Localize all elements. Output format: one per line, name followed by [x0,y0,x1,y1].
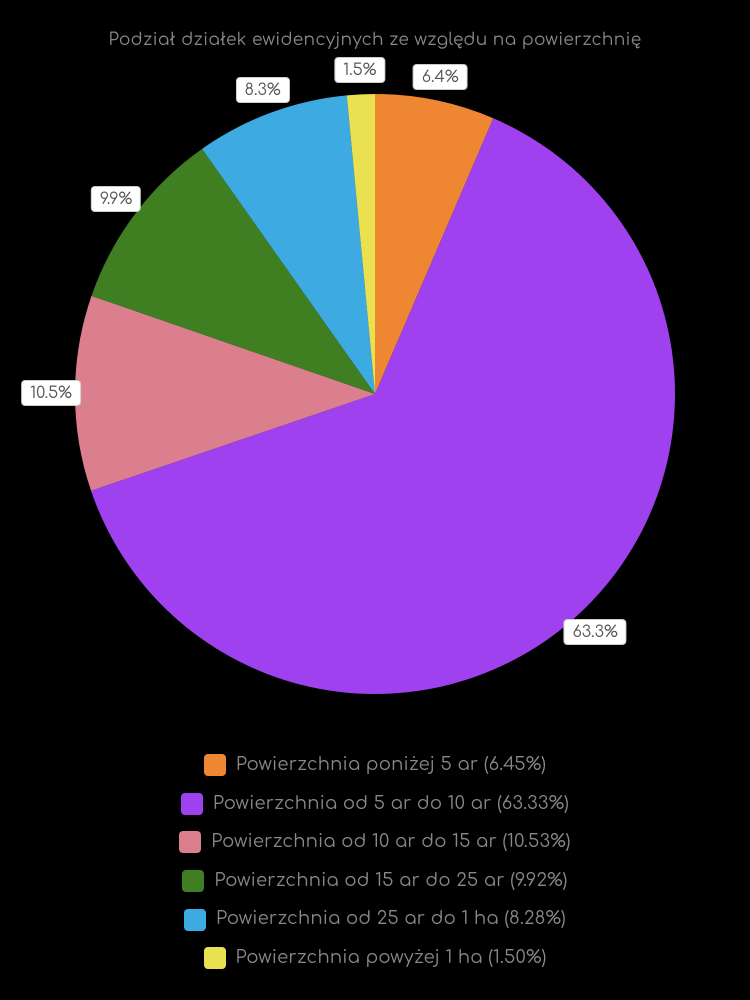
legend-swatch [181,793,203,815]
slice-percent-label: 63.3% [564,619,627,645]
slice-percent-label: 9.9% [91,186,141,212]
legend-item: Powierzchnia od 10 ar do 15 ar (10.53%) [179,826,570,858]
legend-swatch [204,754,226,776]
legend-item: Powierzchnia powyżej 1 ha (1.50%) [204,942,547,974]
legend-label: Powierzchnia powyżej 1 ha (1.50%) [236,942,547,974]
legend-swatch [204,947,226,969]
slice-percent-label: 10.5% [21,380,81,406]
chart-title: Podział działek ewidencyjnych ze względu… [0,0,750,49]
legend-item: Powierzchnia od 5 ar do 10 ar (63.33%) [181,788,569,820]
legend: Powierzchnia poniżej 5 ar (6.45%) Powierz… [0,749,750,980]
pie-chart: 6.4%63.3%10.5%9.9%8.3%1.5% [60,79,690,709]
legend-label: Powierzchnia od 10 ar do 15 ar (10.53%) [211,826,570,858]
slice-percent-label: 6.4% [413,64,468,90]
legend-label: Powierzchnia od 15 ar do 25 ar (9.92%) [214,865,567,897]
legend-item: Powierzchnia od 15 ar do 25 ar (9.92%) [182,865,567,897]
legend-label: Powierzchnia poniżej 5 ar (6.45%) [236,749,546,781]
legend-swatch [179,831,201,853]
legend-swatch [184,909,206,931]
legend-item: Powierzchnia od 25 ar do 1 ha (8.28%) [184,903,566,935]
legend-label: Powierzchnia od 25 ar do 1 ha (8.28%) [216,903,566,935]
legend-item: Powierzchnia poniżej 5 ar (6.45%) [204,749,546,781]
pie-svg [60,79,690,709]
slice-percent-label: 8.3% [236,77,290,103]
legend-swatch [182,870,204,892]
legend-label: Powierzchnia od 5 ar do 10 ar (63.33%) [213,788,569,820]
slice-percent-label: 1.5% [334,57,385,83]
